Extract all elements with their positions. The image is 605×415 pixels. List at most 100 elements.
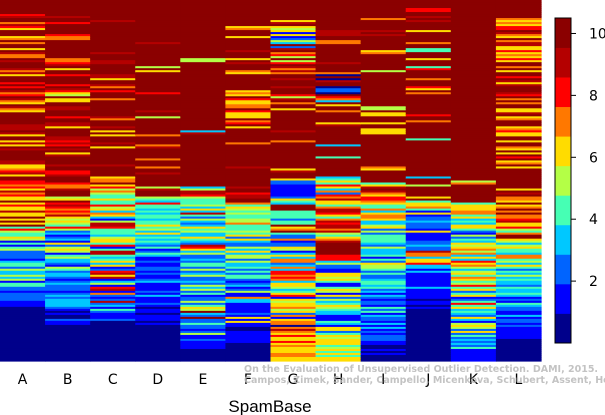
heatmap-cell — [180, 196, 227, 200]
heatmap-cell — [405, 236, 452, 240]
heatmap-cell — [90, 14, 136, 17]
heatmap-cell — [135, 266, 181, 270]
heatmap-cell — [405, 214, 452, 218]
heatmap-cell — [495, 188, 542, 192]
heatmap-cell — [360, 242, 407, 246]
x-tick-label: C — [108, 372, 118, 388]
heatmap-cell — [90, 214, 136, 218]
heatmap-cell — [90, 186, 136, 190]
heatmap-cell — [180, 174, 227, 178]
heatmap-cell — [270, 306, 317, 310]
heatmap-cell — [405, 310, 452, 314]
heatmap-cell — [270, 60, 317, 63]
heatmap-cell — [45, 168, 91, 172]
heatmap-cell — [450, 226, 497, 230]
heatmap-cell — [405, 28, 452, 31]
heatmap-cell — [135, 346, 181, 350]
heatmap-cell — [90, 340, 136, 344]
heatmap-cell — [225, 196, 272, 200]
heatmap-cell — [495, 304, 542, 308]
heatmap-cell — [180, 284, 227, 288]
heatmap-cell — [270, 258, 317, 262]
heatmap-cell — [495, 294, 542, 298]
heatmap-cell — [270, 120, 317, 123]
heatmap-cell — [45, 70, 91, 73]
heatmap-cell — [90, 160, 136, 164]
heatmap-cell — [405, 342, 452, 346]
heatmap-cell — [405, 4, 452, 7]
heatmap-cell — [225, 122, 272, 125]
heatmap-cell — [270, 272, 317, 276]
heatmap-cell — [315, 238, 362, 242]
heatmap-cell — [45, 64, 91, 67]
heatmap-cell — [405, 124, 452, 127]
heatmap-cell — [405, 316, 452, 320]
heatmap-cell — [450, 358, 497, 362]
heatmap-cell — [270, 282, 317, 286]
heatmap-cell — [495, 240, 542, 244]
heatmap-cell — [405, 288, 452, 292]
heatmap-cell — [225, 150, 272, 154]
heatmap-cell — [495, 192, 542, 196]
heatmap-cell — [315, 182, 362, 186]
heatmap-cell — [225, 340, 272, 344]
heatmap-cell — [0, 186, 46, 190]
heatmap-cell — [450, 220, 497, 224]
heatmap-cell — [225, 164, 272, 168]
heatmap-cell — [90, 196, 136, 200]
heatmap-cell — [180, 76, 227, 79]
heatmap-cell — [0, 162, 46, 166]
heatmap-cell — [225, 74, 272, 77]
heatmap-cell — [225, 22, 272, 25]
heatmap-cell — [450, 218, 497, 222]
heatmap-cell — [405, 78, 452, 81]
heatmap-cell — [360, 138, 407, 141]
heatmap-cell — [450, 96, 497, 99]
heatmap-cell — [180, 312, 227, 316]
heatmap-cell — [180, 74, 227, 77]
heatmap-cell — [495, 254, 542, 258]
heatmap-cell — [450, 346, 497, 350]
heatmap-cell — [360, 340, 407, 344]
heatmap-cell — [495, 324, 542, 328]
heatmap-cell — [0, 328, 46, 332]
heatmap-cell — [405, 292, 452, 296]
heatmap-cell — [225, 316, 272, 320]
heatmap-cell — [315, 178, 362, 182]
heatmap-cell — [315, 140, 362, 143]
heatmap-cell — [0, 150, 46, 154]
heatmap-cell — [360, 228, 407, 232]
heatmap-cell — [405, 336, 452, 340]
heatmap-cell — [360, 288, 407, 292]
heatmap-cell — [405, 10, 452, 13]
heatmap-cell — [180, 28, 227, 31]
heatmap-cell — [450, 350, 497, 354]
heatmap-cell — [225, 16, 272, 19]
heatmap-cell — [135, 152, 181, 156]
heatmap-cell — [315, 92, 362, 95]
heatmap-cell — [315, 316, 362, 320]
heatmap-cell — [135, 182, 181, 186]
heatmap-cell — [135, 202, 181, 206]
heatmap-cell — [315, 172, 362, 176]
heatmap-cell — [0, 56, 46, 59]
heatmap-cell — [315, 280, 362, 284]
heatmap-cell — [225, 246, 272, 250]
heatmap-cell — [225, 258, 272, 262]
heatmap-cell — [405, 312, 452, 316]
heatmap-cell — [0, 282, 46, 286]
heatmap-cell — [135, 318, 181, 322]
heatmap-cell — [405, 128, 452, 131]
heatmap-cell — [315, 296, 362, 300]
heatmap-cell — [315, 32, 362, 35]
heatmap-cell — [90, 44, 136, 47]
heatmap-cell — [360, 12, 407, 15]
heatmap-cell — [270, 294, 317, 298]
heatmap-cell — [315, 354, 362, 358]
heatmap-cell — [315, 230, 362, 234]
heatmap-cell — [450, 40, 497, 43]
heatmap-cell — [0, 346, 46, 350]
heatmap-cell — [450, 104, 497, 107]
heatmap-cell — [0, 76, 46, 79]
heatmap-cell — [450, 128, 497, 131]
